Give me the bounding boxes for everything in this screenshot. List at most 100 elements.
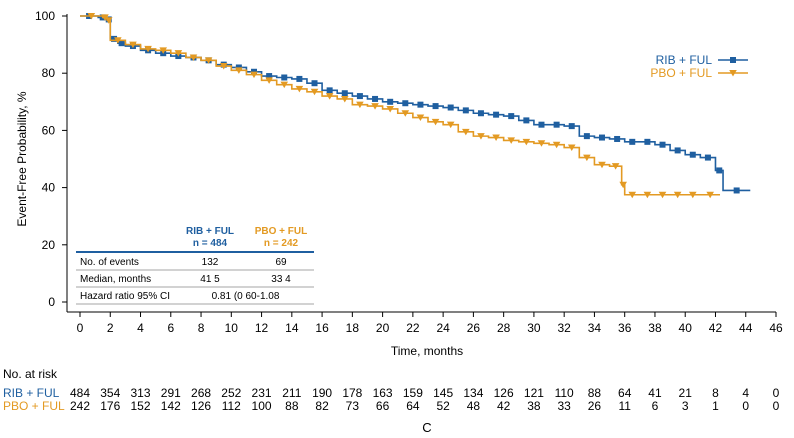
censor-mark	[614, 135, 621, 142]
risk-value: 313	[131, 386, 151, 400]
censor-mark	[118, 40, 125, 47]
risk-value: 126	[191, 399, 211, 413]
risk-value: 159	[403, 386, 423, 400]
legend-marker	[730, 57, 736, 63]
risk-value: 112	[222, 399, 241, 413]
curves	[80, 13, 751, 199]
censor-mark	[111, 35, 118, 42]
censor-mark	[431, 118, 440, 126]
series-pbo-ful	[80, 13, 721, 199]
x-tick-label: 46	[769, 321, 783, 335]
censor-mark	[446, 121, 455, 129]
risk-value: 163	[373, 386, 393, 400]
x-axis-title: Time, months	[391, 344, 463, 358]
risk-value: 134	[463, 386, 483, 400]
censor-mark	[371, 103, 379, 110]
risk-value: 211	[282, 386, 301, 400]
risk-value: 48	[467, 399, 481, 413]
censor-mark	[325, 93, 334, 100]
series-line	[80, 15, 721, 196]
censor-mark	[296, 75, 303, 82]
risk-value: 41	[648, 386, 662, 400]
censor-mark	[628, 191, 637, 199]
censor-mark	[507, 137, 516, 144]
x-tick-label: 4	[137, 321, 144, 335]
censor-mark	[462, 128, 470, 136]
summary-row-value: 132	[202, 257, 219, 268]
risk-value: 8	[712, 386, 719, 400]
censor-mark	[129, 41, 137, 49]
censor-mark	[659, 141, 666, 148]
censor-mark	[644, 138, 651, 145]
censor-mark	[658, 191, 667, 199]
censor-mark	[538, 121, 545, 128]
censor-mark	[493, 111, 500, 118]
censor-mark	[447, 104, 454, 111]
risk-value: 354	[100, 386, 120, 400]
x-tick-label: 18	[346, 321, 360, 335]
censor-mark	[417, 101, 424, 108]
risk-value: 82	[315, 399, 329, 413]
risk-value: 3	[682, 399, 689, 413]
x-tick-label: 44	[739, 321, 753, 335]
risk-value: 252	[221, 386, 241, 400]
censor-mark	[219, 63, 228, 70]
x-tick-label: 2	[107, 321, 114, 335]
censor-mark	[356, 93, 363, 100]
x-tick-label: 24	[436, 321, 450, 335]
risk-value: 110	[555, 386, 574, 400]
x-tick-label: 16	[315, 321, 329, 335]
risk-value: 38	[527, 399, 541, 413]
censor-mark	[583, 133, 590, 140]
censor-mark	[265, 77, 273, 84]
risk-value: 6	[652, 399, 659, 413]
censor-mark	[204, 57, 213, 64]
risk-value: 88	[588, 386, 602, 400]
censor-mark	[492, 134, 500, 142]
risk-value: 52	[436, 399, 450, 413]
risk-value: 0	[773, 399, 780, 413]
risk-value: 152	[131, 399, 151, 413]
risk-value: 231	[252, 386, 272, 400]
summary-col-header: PBO + FUL	[255, 226, 308, 237]
risk-value: 268	[191, 386, 211, 400]
censor-mark	[159, 47, 168, 54]
risk-value: 142	[161, 399, 181, 413]
censor-mark	[629, 138, 636, 145]
x-tick-label: 34	[588, 321, 602, 335]
censor-mark	[311, 80, 318, 87]
censor-mark	[87, 13, 96, 20]
risk-value: 121	[524, 386, 544, 400]
censor-mark	[553, 121, 560, 128]
summary-row-value: 33 4	[271, 274, 291, 285]
censor-mark	[688, 191, 697, 199]
risk-value: 178	[342, 386, 362, 400]
x-tick-label: 8	[198, 321, 205, 335]
risk-value: 11	[618, 399, 631, 413]
y-axis-title: Event-Free Probability, %	[15, 91, 29, 226]
x-tick-label: 14	[285, 321, 299, 335]
y-tick-label: 60	[42, 123, 56, 137]
legend-label: RIB + FUL	[656, 53, 713, 67]
x-tick-label: 20	[376, 321, 390, 335]
risk-value: 26	[588, 399, 602, 413]
censor-mark	[386, 105, 394, 113]
censor-mark	[280, 81, 289, 89]
risk-row-label: PBO + FUL	[3, 399, 65, 413]
x-tick-label: 28	[497, 321, 511, 335]
censor-mark	[568, 123, 575, 130]
summary-row-value: 0.81 (0 60-1.08	[212, 291, 280, 302]
censor-mark	[235, 67, 243, 74]
censor-mark	[643, 191, 652, 199]
risk-value: 64	[406, 399, 420, 413]
risk-value: 64	[618, 386, 632, 400]
series-rib-ful	[80, 13, 751, 194]
x-tick-label: 6	[167, 321, 174, 335]
censor-mark	[144, 45, 152, 53]
risk-value: 1	[712, 399, 719, 413]
risk-value: 66	[376, 399, 390, 413]
censor-mark	[250, 71, 258, 79]
summary-col-subheader: n = 484	[193, 238, 228, 249]
